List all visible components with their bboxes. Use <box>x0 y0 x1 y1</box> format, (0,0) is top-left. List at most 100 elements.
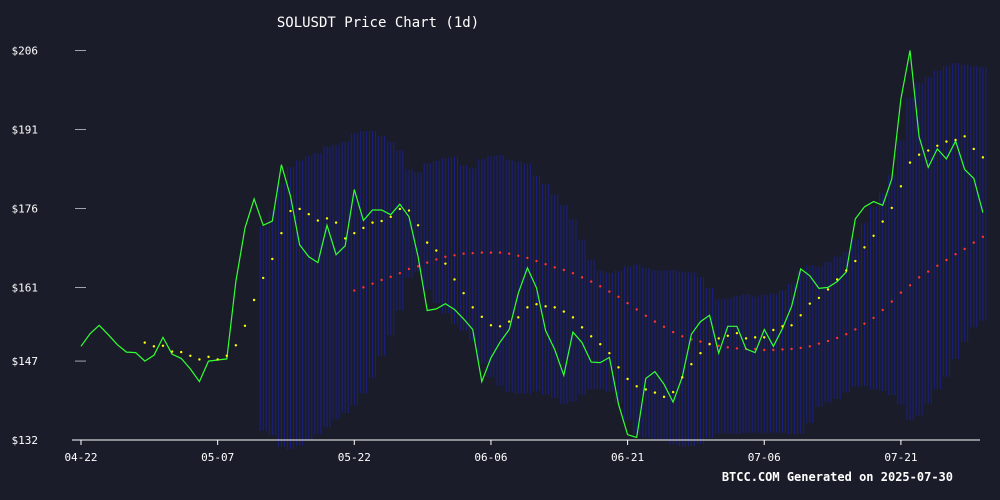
ma-long-point <box>681 335 684 338</box>
ma-short-point <box>608 351 611 355</box>
ma-short-point <box>453 278 456 281</box>
ma-long-point <box>471 251 474 255</box>
ma-long-point <box>899 291 903 294</box>
x-tick-label: 04-22 <box>64 451 97 464</box>
y-tick-label: $161 <box>12 281 39 294</box>
ma-short-point <box>799 314 802 317</box>
ma-short-point <box>416 224 420 227</box>
ma-short-point <box>863 246 866 249</box>
ma-short-point <box>480 315 484 319</box>
ma-short-point <box>380 219 383 223</box>
ma-long-point <box>362 286 365 289</box>
ma-short-point <box>462 291 465 295</box>
ma-long-point <box>544 263 547 266</box>
ma-short-point <box>681 376 684 379</box>
y-tick-label: $206 <box>12 45 39 58</box>
ma-short-point <box>735 331 739 335</box>
ma-long-point <box>553 266 556 269</box>
ma-long-point <box>626 301 629 305</box>
ma-short-point <box>334 221 338 224</box>
ma-long-point <box>763 348 766 352</box>
ma-long-point <box>927 270 930 273</box>
volatility-band <box>259 63 987 450</box>
ma-short-point <box>343 237 347 240</box>
ma-short-point <box>908 161 912 164</box>
ma-short-point <box>881 220 884 223</box>
ma-long-point <box>353 289 356 292</box>
ma-short-point <box>753 336 757 339</box>
ma-short-point <box>507 320 511 323</box>
ma-long-point <box>608 290 611 293</box>
ma-short-point <box>161 344 165 347</box>
y-tick-label: $191 <box>12 123 39 136</box>
ma-short-point <box>243 324 247 327</box>
ma-long-point <box>735 347 739 350</box>
ma-short-point <box>580 326 584 329</box>
ma-long-point <box>726 346 730 349</box>
ma-short-point <box>325 217 329 220</box>
ma-short-point <box>562 310 566 313</box>
ma-short-series <box>143 135 985 399</box>
ma-long-point <box>435 258 438 261</box>
ma-long-point <box>908 284 912 287</box>
ma-long-point <box>425 261 429 264</box>
ma-short-point <box>890 206 893 210</box>
ma-short-point <box>835 278 839 281</box>
x-tick-label: 05-07 <box>201 451 234 464</box>
ma-long-point <box>954 253 957 256</box>
ma-long-point <box>671 330 675 334</box>
ma-short-point <box>152 345 156 348</box>
ma-short-point <box>927 149 930 152</box>
ma-long-point <box>717 344 720 347</box>
ma-long-point <box>489 251 493 254</box>
ma-short-point <box>353 231 356 235</box>
price-line <box>80 50 984 439</box>
ma-short-point <box>717 337 720 340</box>
ma-short-point <box>872 234 875 237</box>
ma-short-point <box>571 316 575 319</box>
ma-long-point <box>416 265 420 268</box>
y-tick-label: $147 <box>12 355 39 368</box>
ma-short-point <box>553 306 556 309</box>
ma-short-point <box>398 207 402 211</box>
ma-short-point <box>599 343 602 346</box>
x-tick-label: 05-22 <box>338 451 371 464</box>
ma-short-point <box>817 296 821 300</box>
ma-short-point <box>781 325 784 328</box>
x-tick-label: 07-06 <box>748 451 781 464</box>
ma-short-point <box>526 306 529 309</box>
ma-long-point <box>790 347 793 351</box>
ma-short-point <box>498 325 502 328</box>
x-tick-label: 06-06 <box>474 451 507 464</box>
ma-long-point <box>854 328 857 331</box>
ma-short-point <box>252 298 256 302</box>
ma-short-point <box>808 302 811 305</box>
ma-short-point <box>954 138 957 142</box>
ma-long-point <box>699 340 702 343</box>
ma-short-point <box>225 354 228 357</box>
ma-long-point <box>845 333 848 336</box>
ma-long-point <box>371 282 374 285</box>
ma-short-point <box>444 262 447 265</box>
ma-short-point <box>963 135 966 138</box>
ma-long-point <box>644 314 648 317</box>
ma-long-point <box>498 251 502 254</box>
ma-short-point <box>544 305 547 308</box>
ma-short-point <box>471 306 474 309</box>
x-tick-label: 07-21 <box>884 451 917 464</box>
ma-short-point <box>489 324 493 327</box>
ma-long-point <box>808 345 811 348</box>
ma-long-point <box>881 308 884 312</box>
axes <box>72 50 980 445</box>
ma-long-point <box>662 325 666 329</box>
ma-long-point <box>917 276 921 279</box>
ma-long-point <box>635 308 638 311</box>
ma-long-point <box>781 348 784 351</box>
ma-short-point <box>189 354 192 357</box>
ma-short-point <box>981 156 985 159</box>
ma-short-point <box>617 366 620 369</box>
ma-long-point <box>517 254 520 257</box>
ma-short-point <box>744 337 748 340</box>
ma-short-point <box>945 140 948 143</box>
ma-long-point <box>945 258 948 262</box>
